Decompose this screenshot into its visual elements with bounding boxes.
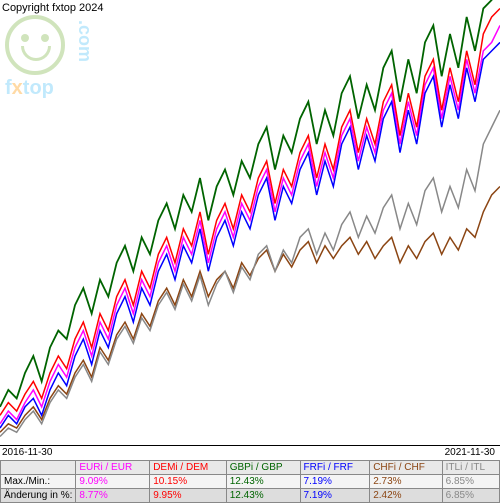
col-hdr: EURi / EUR xyxy=(76,461,150,475)
cell-max: 6.85% xyxy=(442,475,499,489)
cell-max: 2.73% xyxy=(370,475,442,489)
fxtop-logo: fxtop .com xyxy=(5,15,65,100)
cell-max: 10.15% xyxy=(150,475,227,489)
x-axis-end: 2021-11-30 xyxy=(445,447,495,458)
x-axis: 2016-11-30 2021-11-30 xyxy=(0,445,500,460)
stats-table: EURi / EURDEMi / DEMGBPi / GBPFRFi / FRF… xyxy=(0,460,500,503)
copyright-text: Copyright fxtop 2024 xyxy=(2,2,104,14)
table-corner xyxy=(1,461,76,475)
cell-chg: 6.85% xyxy=(442,489,499,503)
cell-max: 9.09% xyxy=(76,475,150,489)
series-frfifrf xyxy=(0,42,500,428)
col-hdr: ITLi / ITL xyxy=(442,461,499,475)
cell-chg: 8.77% xyxy=(76,489,150,503)
cell-chg: 7.19% xyxy=(300,489,370,503)
x-axis-start: 2016-11-30 xyxy=(2,447,52,458)
row-label-max: Max./Min.: xyxy=(1,475,76,489)
col-hdr: CHFi / CHF xyxy=(370,461,442,475)
cell-chg: 12.43% xyxy=(226,489,300,503)
cell-max: 12.43% xyxy=(226,475,300,489)
logo-com: .com xyxy=(74,20,95,62)
col-hdr: FRFi / FRF xyxy=(300,461,370,475)
cell-max: 7.19% xyxy=(300,475,370,489)
cell-chg: 9.95% xyxy=(150,489,227,503)
col-hdr: DEMi / DEM xyxy=(150,461,227,475)
logo-face-icon xyxy=(5,15,65,75)
series-chfichf xyxy=(0,186,500,432)
row-label-chg: Änderung in %: xyxy=(1,489,76,503)
series-itliitl xyxy=(0,110,500,436)
logo-text: fxtop xyxy=(5,77,65,100)
series-eurieur xyxy=(0,25,500,423)
col-hdr: GBPi / GBP xyxy=(226,461,300,475)
line-chart xyxy=(0,0,500,445)
cell-chg: 2.42% xyxy=(370,489,442,503)
